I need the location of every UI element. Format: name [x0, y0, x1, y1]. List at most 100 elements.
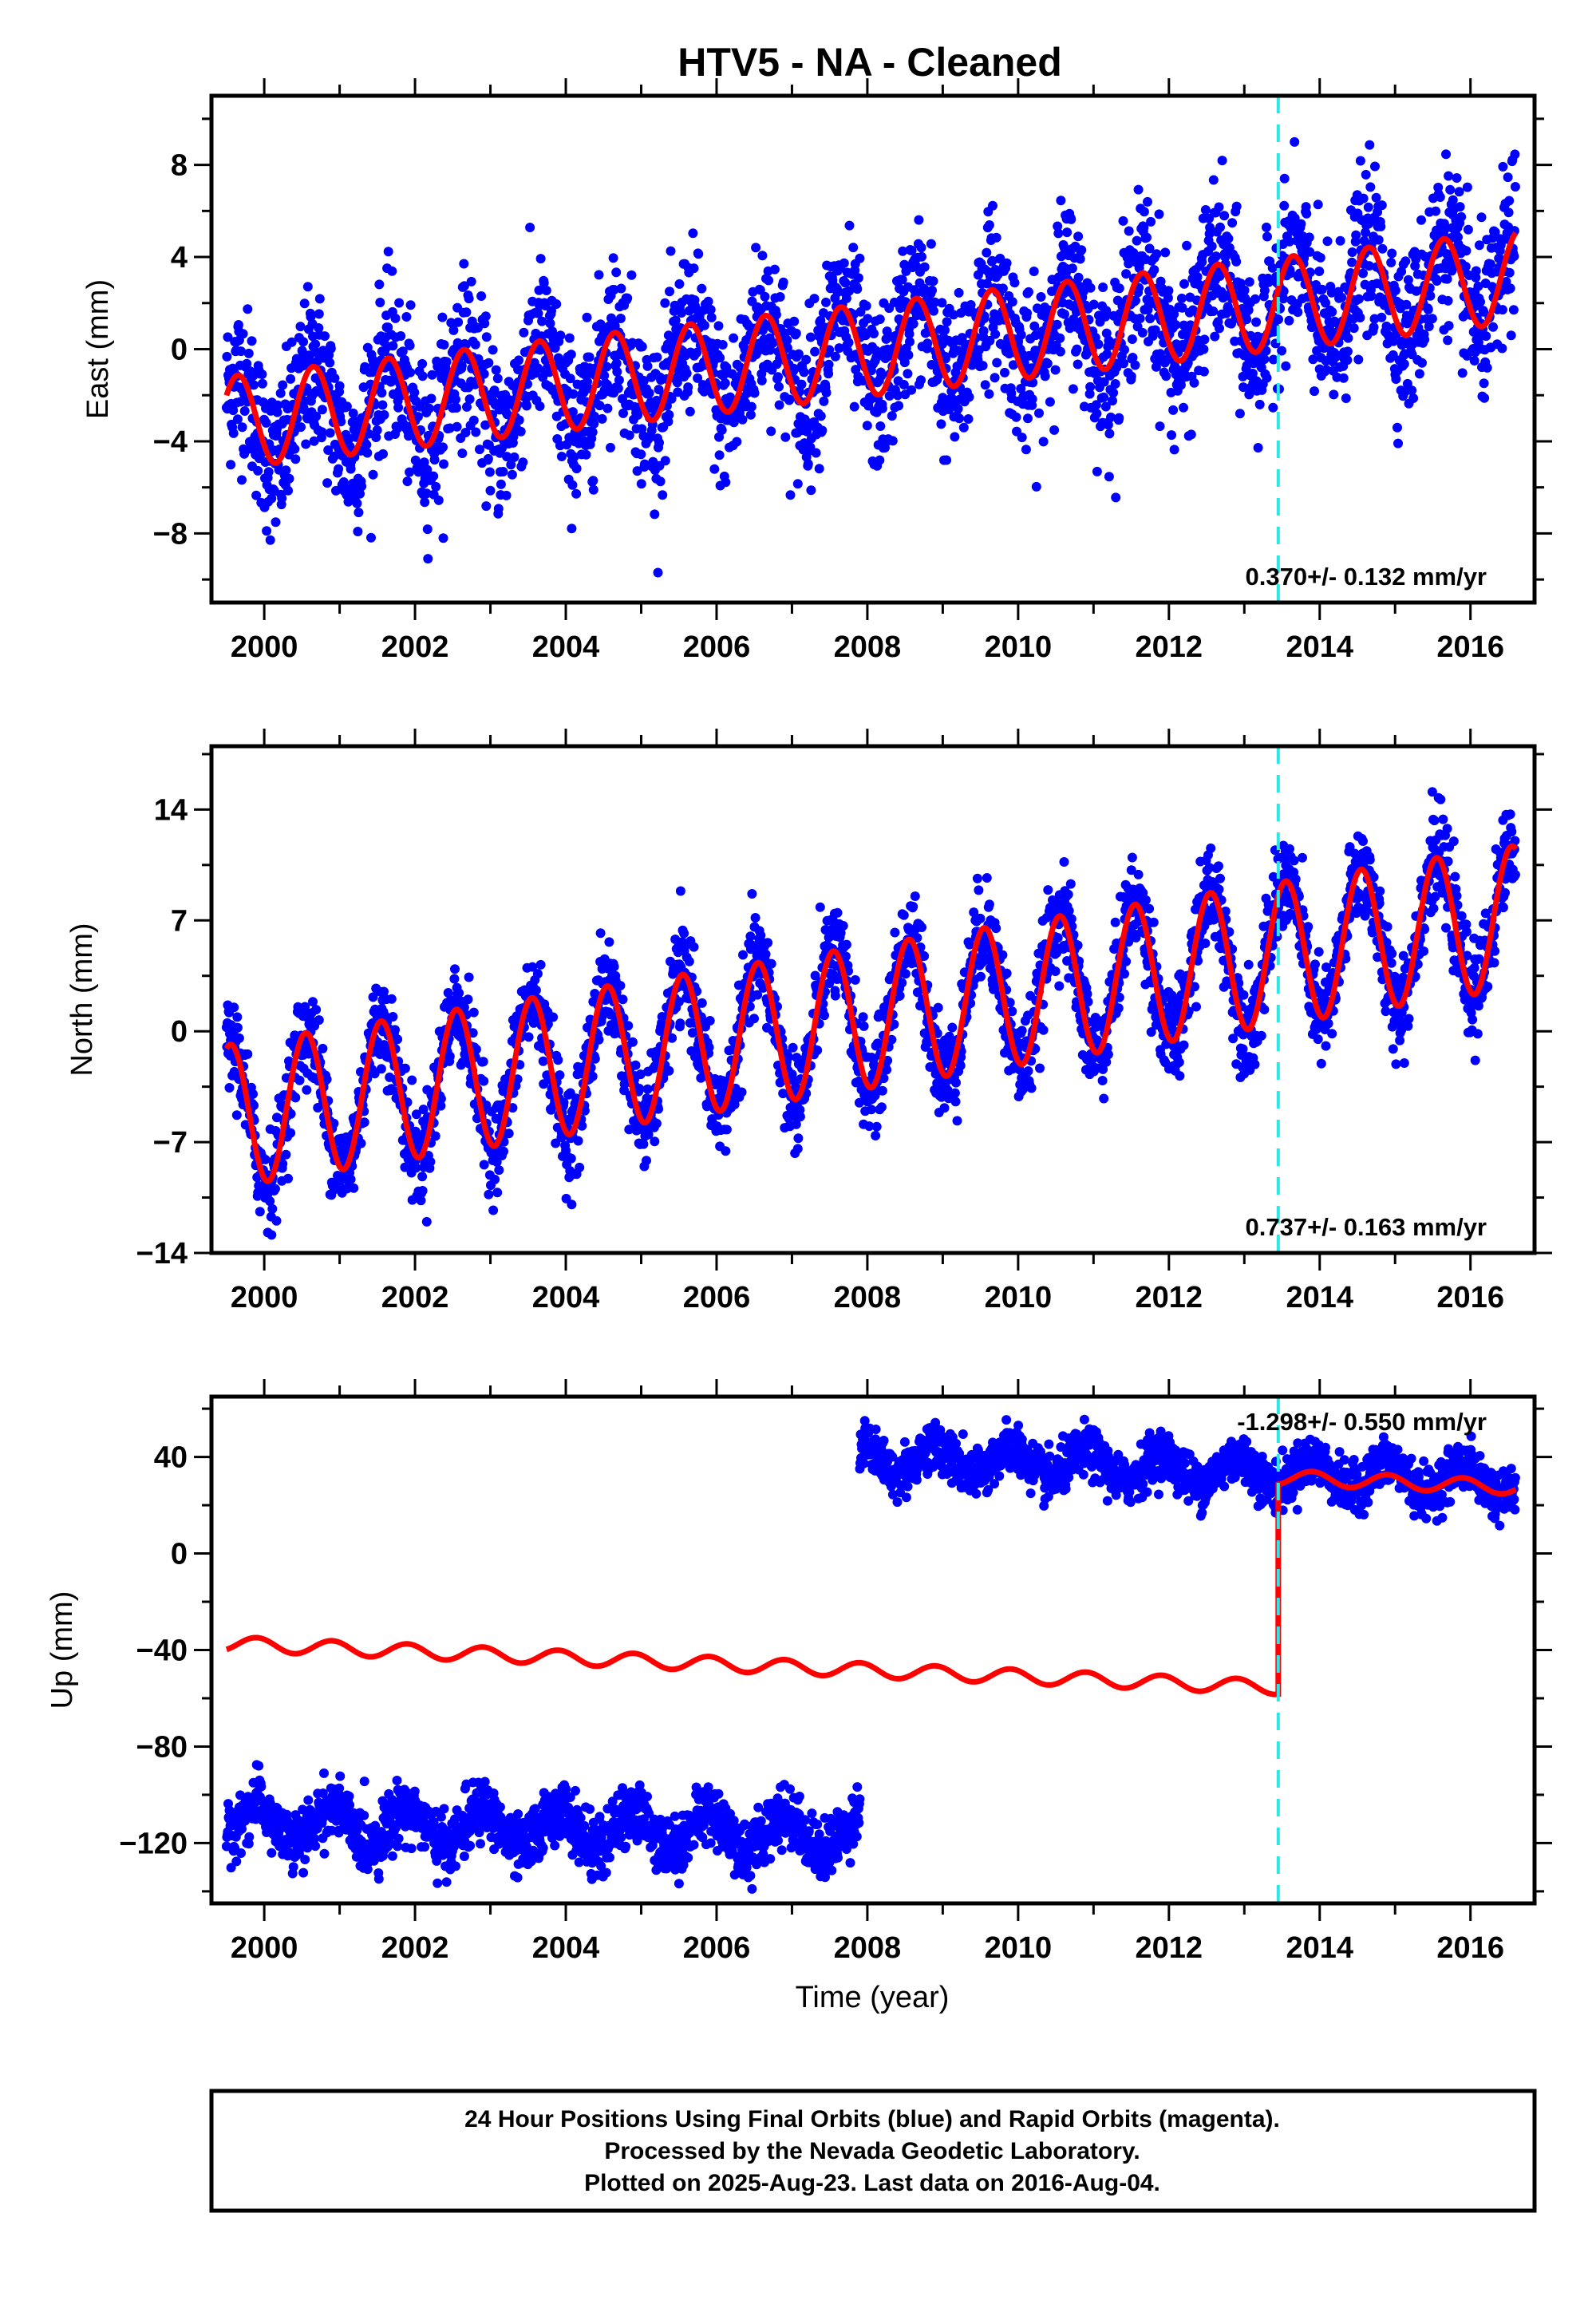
- data-point: [1469, 356, 1479, 366]
- data-point: [349, 1183, 359, 1193]
- data-point: [644, 388, 654, 398]
- data-point: [746, 401, 757, 412]
- data-point: [443, 988, 453, 998]
- data-point: [638, 376, 649, 385]
- data-point: [788, 1042, 798, 1053]
- x-tick-label: 2012: [1136, 630, 1203, 664]
- data-point: [1441, 149, 1451, 160]
- data-point: [480, 318, 490, 329]
- data-point: [588, 484, 598, 495]
- data-point: [821, 297, 831, 307]
- data-point: [286, 1128, 296, 1138]
- data-point: [462, 401, 472, 412]
- data-point: [717, 340, 728, 350]
- data-point: [1106, 412, 1116, 422]
- data-point: [1098, 283, 1108, 292]
- data-point: [844, 286, 854, 296]
- data-point: [405, 300, 416, 310]
- data-point: [689, 263, 699, 274]
- data-point: [535, 959, 546, 970]
- data-point: [672, 377, 682, 388]
- data-point: [782, 342, 792, 353]
- data-point: [1327, 306, 1337, 317]
- data-point: [618, 408, 628, 418]
- data-point: [1137, 327, 1148, 338]
- data-point: [1182, 240, 1192, 251]
- data-point: [877, 1085, 887, 1096]
- data-point: [939, 1103, 950, 1113]
- data-point: [1381, 321, 1392, 331]
- data-point: [1355, 156, 1365, 166]
- data-point: [618, 994, 628, 1005]
- data-point: [630, 1060, 641, 1070]
- data-point: [1227, 218, 1238, 228]
- data-point: [386, 994, 397, 1004]
- data-point: [737, 414, 748, 425]
- data-point: [928, 276, 938, 287]
- data-point: [1235, 409, 1245, 419]
- data-point: [492, 1188, 503, 1198]
- data-point: [805, 332, 816, 342]
- data-point: [982, 247, 992, 258]
- data-point: [1072, 344, 1082, 354]
- data-point: [431, 481, 441, 492]
- data-point: [405, 341, 415, 350]
- data-point: [1127, 334, 1137, 344]
- data-point: [922, 338, 933, 349]
- data-point: [390, 1025, 400, 1035]
- data-point: [1373, 235, 1384, 245]
- data-point: [1146, 216, 1156, 227]
- data-point: [1444, 171, 1454, 181]
- data-point: [634, 1084, 645, 1093]
- data-point: [1440, 224, 1450, 235]
- data-point: [599, 370, 610, 381]
- data-point: [755, 285, 765, 295]
- data-point: [413, 412, 423, 422]
- data-point: [688, 228, 698, 239]
- data-point: [653, 567, 663, 578]
- data-point: [1277, 346, 1287, 356]
- data-point: [393, 402, 404, 413]
- data-point: [396, 331, 406, 341]
- data-point: [1476, 212, 1487, 223]
- data-point: [1417, 358, 1427, 368]
- data-point: [518, 457, 528, 468]
- data-point: [622, 293, 633, 303]
- data-point: [875, 421, 886, 431]
- data-point: [548, 1012, 559, 1022]
- data-point: [309, 436, 319, 446]
- data-point: [1474, 240, 1484, 251]
- data-point: [852, 284, 863, 294]
- data-point: [1377, 200, 1387, 211]
- data-point: [1128, 247, 1139, 258]
- data-point: [745, 931, 756, 942]
- data-point: [320, 331, 330, 342]
- data-point: [1131, 295, 1140, 306]
- data-point: [642, 361, 653, 371]
- data-point: [1001, 258, 1012, 268]
- data-point: [1179, 279, 1189, 289]
- data-point: [468, 1028, 478, 1038]
- data-point: [314, 323, 324, 333]
- data-point: [450, 964, 460, 974]
- data-point: [1364, 261, 1374, 271]
- data-point: [1363, 202, 1373, 212]
- data-point: [611, 267, 622, 278]
- data-point: [1296, 219, 1306, 229]
- data-point: [760, 949, 771, 959]
- data-point: [1322, 236, 1333, 247]
- data-point: [226, 460, 236, 470]
- data-point: [257, 370, 267, 379]
- data-point: [1341, 393, 1351, 403]
- data-point: [832, 287, 843, 298]
- data-point: [1310, 386, 1319, 397]
- data-point: [281, 1149, 291, 1160]
- data-point: [1279, 200, 1290, 211]
- data-point: [507, 469, 517, 480]
- data-point: [326, 343, 336, 354]
- data-point: [1293, 307, 1303, 318]
- data-point: [614, 375, 624, 385]
- data-point: [566, 1153, 576, 1164]
- data-point: [504, 1128, 514, 1139]
- data-point: [895, 990, 905, 1001]
